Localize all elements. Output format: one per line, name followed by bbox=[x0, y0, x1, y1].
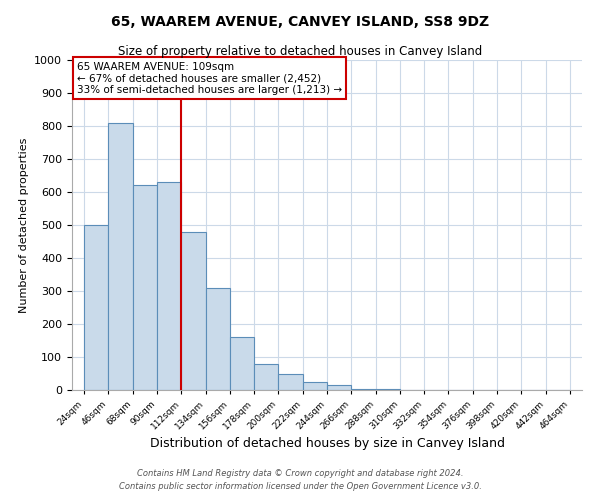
Bar bbox=[303, 382, 327, 390]
Bar bbox=[278, 374, 303, 390]
Bar bbox=[181, 232, 206, 390]
Bar bbox=[351, 389, 376, 390]
Bar bbox=[84, 225, 109, 390]
Bar bbox=[206, 288, 230, 390]
Text: Contains HM Land Registry data © Crown copyright and database right 2024.
Contai: Contains HM Land Registry data © Crown c… bbox=[119, 470, 481, 491]
Bar bbox=[376, 389, 400, 390]
Bar bbox=[133, 186, 157, 390]
Bar bbox=[254, 364, 278, 390]
Bar bbox=[109, 122, 133, 390]
X-axis label: Distribution of detached houses by size in Canvey Island: Distribution of detached houses by size … bbox=[149, 436, 505, 450]
Text: 65, WAAREM AVENUE, CANVEY ISLAND, SS8 9DZ: 65, WAAREM AVENUE, CANVEY ISLAND, SS8 9D… bbox=[111, 15, 489, 29]
Y-axis label: Number of detached properties: Number of detached properties bbox=[19, 138, 29, 312]
Bar bbox=[327, 385, 351, 390]
Text: 65 WAAREM AVENUE: 109sqm
← 67% of detached houses are smaller (2,452)
33% of sem: 65 WAAREM AVENUE: 109sqm ← 67% of detach… bbox=[77, 62, 342, 95]
Bar bbox=[157, 182, 181, 390]
Text: Size of property relative to detached houses in Canvey Island: Size of property relative to detached ho… bbox=[118, 45, 482, 58]
Bar bbox=[230, 337, 254, 390]
